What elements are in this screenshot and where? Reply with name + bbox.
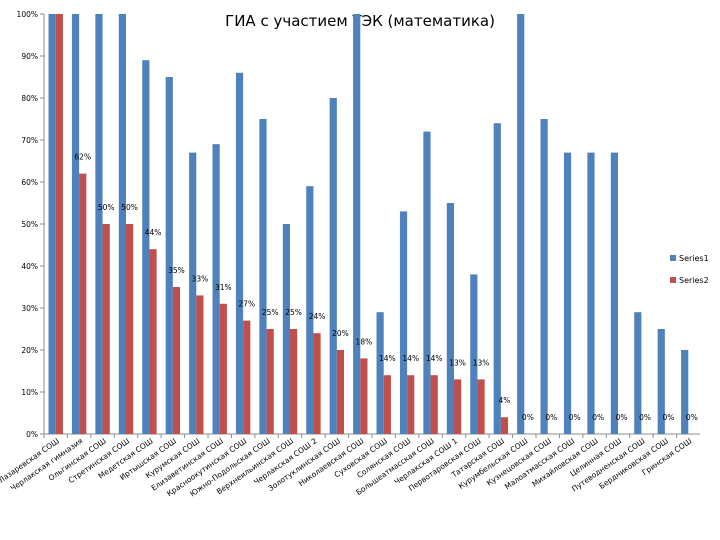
bar-series1 (423, 131, 431, 434)
data-label-series2: 14% (426, 354, 443, 363)
bar-series1 (634, 312, 642, 434)
data-label-series2: 25% (285, 308, 302, 317)
bar-series1 (212, 144, 220, 434)
bar-series1 (587, 152, 595, 434)
legend-label-series1: Series1 (679, 254, 709, 263)
bar-series2 (290, 329, 298, 434)
bar-series1 (165, 77, 173, 434)
bar-series2 (383, 375, 391, 434)
bar-series2 (102, 224, 110, 434)
bar-series2 (79, 173, 87, 434)
data-label-series2: 14% (402, 354, 419, 363)
data-label-series2: 44% (145, 228, 162, 237)
data-label-series2: 35% (168, 266, 185, 275)
y-tick-label: 50% (21, 220, 38, 229)
data-label-series2: 50% (98, 203, 115, 212)
bar-series1 (470, 274, 478, 434)
data-label-series2: 0% (663, 413, 675, 422)
bar-series2 (149, 249, 157, 434)
bar-series2 (500, 417, 509, 434)
data-label-series2: 27% (238, 300, 255, 309)
bar-series2 (243, 320, 251, 434)
data-label-series2: 0% (616, 413, 628, 422)
legend-swatch-series1 (670, 255, 676, 261)
bar-series2 (477, 379, 485, 434)
bar-series1 (657, 329, 665, 434)
bar-series1 (446, 203, 454, 434)
bar-series2 (266, 329, 274, 434)
data-label-series2: 0% (592, 413, 604, 422)
data-label-series2: 13% (449, 358, 466, 367)
bar-series2 (196, 295, 204, 434)
y-tick-label: 70% (21, 136, 38, 145)
bar-series2 (172, 287, 181, 434)
bar-series2 (336, 350, 345, 434)
bar-series2 (219, 303, 227, 434)
bar-series1 (353, 14, 361, 434)
bar-series1 (681, 350, 689, 434)
bar-series2 (360, 358, 368, 434)
bar-series1 (48, 14, 56, 434)
bar-series1 (306, 186, 314, 434)
bar-series1 (493, 123, 501, 434)
data-label-series2: 13% (473, 358, 490, 367)
bar-series2 (430, 375, 438, 434)
bar-series1 (399, 211, 408, 434)
data-label-series2: 25% (262, 308, 279, 317)
y-tick-label: 20% (21, 346, 38, 355)
data-label-series2: 33% (192, 274, 209, 283)
bars (48, 14, 689, 435)
data-label-series2: 0% (545, 413, 557, 422)
bar-series1 (610, 152, 618, 434)
data-label-series2: 0% (522, 413, 534, 422)
bar-series2 (313, 333, 321, 434)
bar-series1 (235, 72, 244, 435)
data-label-series2: 31% (215, 283, 232, 292)
bar-series2 (55, 14, 63, 434)
bar-series1 (142, 60, 150, 434)
bar-series2 (407, 375, 415, 434)
y-tick-label: 90% (21, 52, 38, 61)
bar-series1 (71, 14, 80, 434)
y-tick-label: 40% (21, 262, 38, 271)
legend: Series1 Series2 (670, 254, 709, 285)
data-label-series2: 18% (356, 337, 373, 346)
data-label-series2: 0% (639, 413, 651, 422)
bar-series1 (118, 14, 126, 434)
bar-series1 (540, 119, 548, 434)
data-label-series2: 24% (309, 312, 326, 321)
y-tick-label: 60% (21, 178, 38, 187)
legend-label-series2: Series2 (679, 276, 709, 285)
data-label-series2: 0% (686, 413, 698, 422)
bar-series1 (376, 312, 384, 434)
data-label-series2: 62% (74, 153, 91, 162)
y-tick-label: 10% (21, 388, 38, 397)
y-tick-label: 80% (21, 94, 38, 103)
bar-series1 (329, 98, 337, 434)
bar-series1 (95, 14, 103, 434)
bar-series1 (563, 152, 572, 434)
bar-series1 (259, 119, 267, 434)
data-label-series2: 4% (499, 396, 511, 405)
y-tick-label: 30% (21, 304, 38, 313)
y-tick-label: 100% (17, 10, 38, 19)
y-tick-label: 0% (26, 430, 38, 439)
bar-series2 (126, 224, 134, 434)
bar-series1 (517, 14, 525, 434)
data-labels: 62% 50% 50% 44% 35% 33% 31% 27% 25% 25% 24% 20% 18% 1… (74, 153, 697, 422)
legend-swatch-series2 (670, 277, 676, 283)
bar-series1 (189, 152, 197, 434)
data-label-series2: 50% (121, 203, 138, 212)
data-label-series2: 0% (569, 413, 581, 422)
data-label-series2: 20% (332, 329, 349, 338)
data-label-series2: 14% (379, 354, 396, 363)
bar-series1 (282, 224, 290, 434)
bar-series2 (454, 379, 462, 434)
